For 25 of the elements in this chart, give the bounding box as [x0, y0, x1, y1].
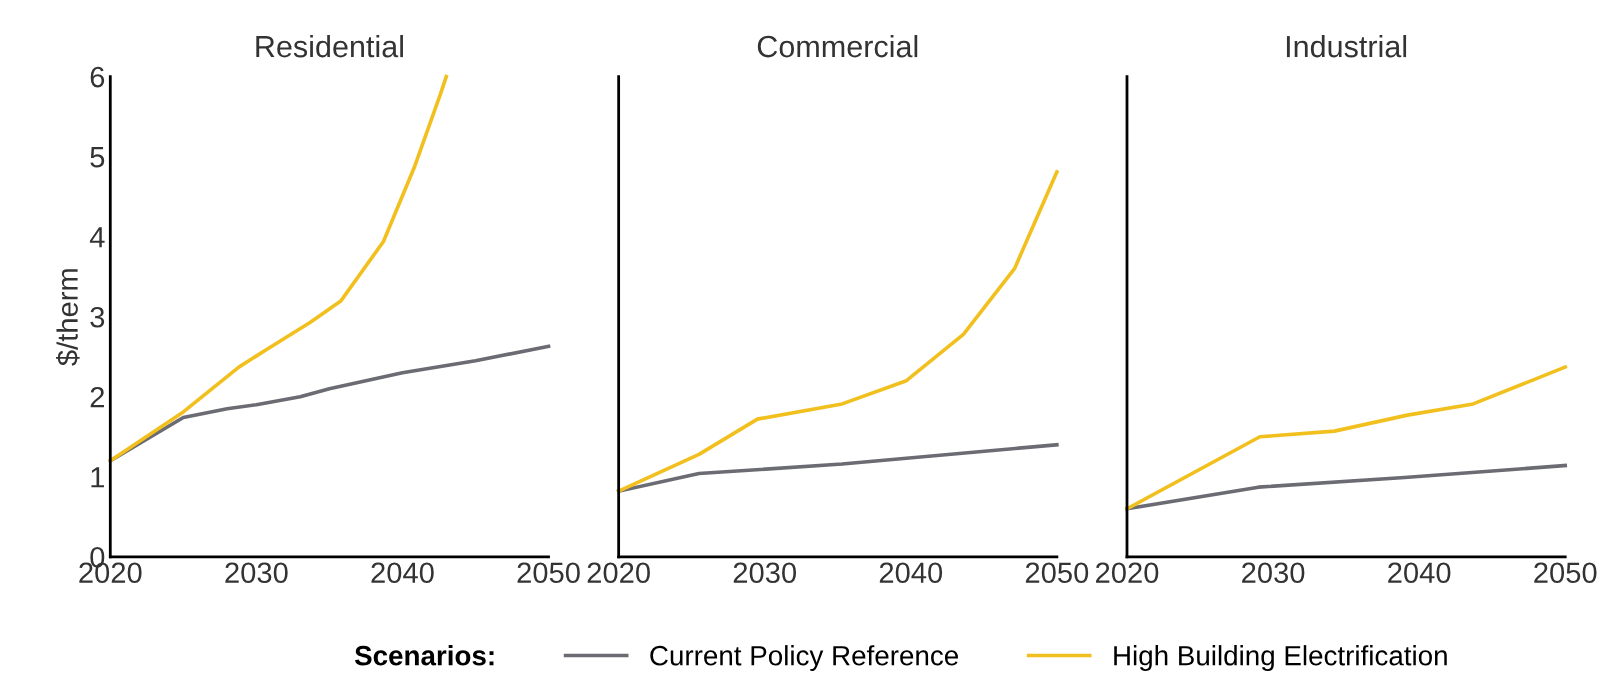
x-tick-label: 2040 [879, 562, 943, 584]
legend-title: Scenarios: [354, 645, 494, 666]
y-tick-label: 6 [90, 66, 105, 88]
y-tick-label: 2 [90, 386, 104, 408]
y-tick-label: 5 [90, 147, 105, 168]
x-tick-label: 2050 [1534, 562, 1597, 584]
x-tick-label: 2040 [1388, 562, 1451, 584]
line-series [108, 74, 449, 463]
x-tick-label: 2020 [1096, 562, 1159, 584]
y-axis-title: $/therm [56, 269, 80, 366]
legend-label: High Building Electrification [1114, 645, 1447, 671]
x-tick-label: 2030 [225, 562, 288, 584]
legend-label: Current Policy Reference [650, 645, 958, 671]
x-tick-label: 2020 [587, 562, 650, 584]
chart-title: Commercial [757, 34, 918, 58]
x-tick-label: 2050 [517, 562, 580, 584]
y-tick-label: 1 [91, 467, 105, 488]
chart-title: Residential [256, 34, 403, 58]
chart-title: Industrial [1286, 34, 1407, 58]
x-tick-label: 2050 [1025, 562, 1089, 584]
y-tick-label: 3 [90, 306, 105, 328]
x-tick-label: 2030 [733, 562, 797, 584]
x-tick-label: 2040 [371, 562, 434, 584]
x-tick-label: 2030 [1242, 562, 1305, 584]
y-tick-label: 4 [89, 227, 105, 248]
